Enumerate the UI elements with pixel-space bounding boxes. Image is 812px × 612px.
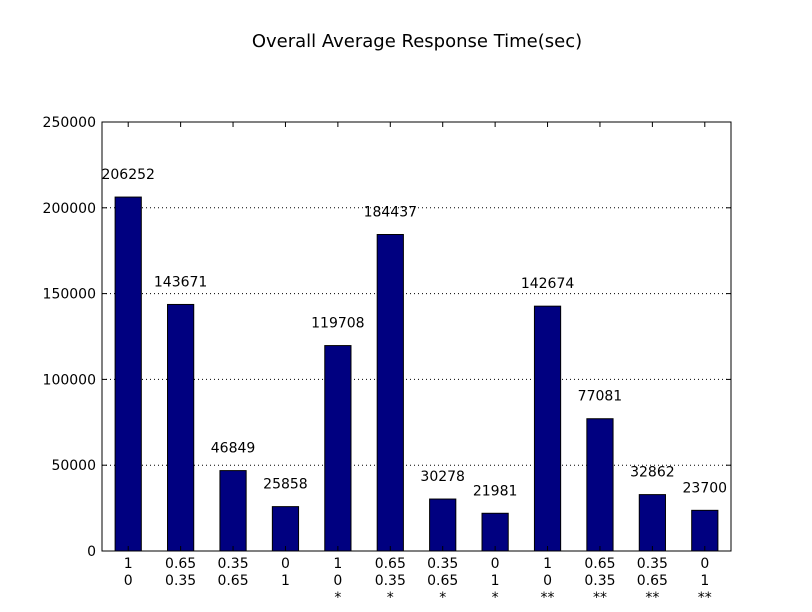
y-tick-label: 0 [87, 544, 96, 560]
plot-frame [101, 121, 732, 552]
x-tick-label: * [492, 590, 499, 606]
x-tick-label: 0.35 [165, 573, 196, 589]
bar [114, 196, 142, 552]
y-tick-label: 250000 [43, 115, 96, 131]
x-tick-label: 0.65 [584, 556, 615, 572]
bar [324, 345, 352, 552]
x-tick-label: 0.65 [427, 573, 458, 589]
x-tick-label: ** [593, 590, 607, 606]
data-label: 23700 [683, 480, 728, 496]
x-tick-label: 0 [700, 556, 709, 572]
x-tick-label: 0 [124, 573, 133, 589]
x-tick-label: 0 [281, 556, 290, 572]
chart-title: Overall Average Response Time(sec) [252, 31, 582, 52]
x-tick-label: ** [541, 590, 555, 606]
x-tick-labels: 100.650.350.350.650110*0.650.35*0.350.65… [124, 556, 712, 606]
grid-lines [102, 207, 731, 466]
data-label: 32862 [630, 465, 675, 481]
data-label: 184437 [364, 205, 417, 221]
bar [586, 418, 614, 552]
x-tick-label: 0 [491, 556, 500, 572]
axis-ticks [102, 121, 731, 552]
x-tick-label: * [334, 590, 341, 606]
x-tick-label: 0.35 [637, 556, 668, 572]
x-tick-label: 0.65 [217, 573, 248, 589]
bar [271, 506, 300, 552]
x-tick-label: 1 [333, 556, 342, 572]
x-tick-label: * [439, 590, 446, 606]
data-label: 119708 [311, 316, 364, 332]
x-tick-label: 0.35 [427, 556, 458, 572]
y-tick-label: 50000 [51, 458, 96, 474]
y-tick-label: 100000 [43, 372, 96, 388]
data-labels: 206252 143671 46849 25858 119708 184437 30278 2… [101, 167, 727, 499]
data-label: 206252 [101, 167, 154, 183]
x-tick-label: ** [698, 590, 712, 606]
data-label: 25858 [263, 477, 308, 493]
bar [429, 498, 457, 552]
bar [638, 494, 666, 552]
x-tick-label: 0.65 [375, 556, 406, 572]
x-tick-label: 0 [333, 573, 342, 589]
x-tick-label: * [387, 590, 394, 606]
bar [533, 305, 562, 552]
data-label: 46849 [211, 441, 256, 457]
x-tick-label: 0.35 [217, 556, 248, 572]
bar [376, 234, 404, 552]
data-label: 21981 [473, 483, 518, 499]
x-tick-label: 1 [700, 573, 709, 589]
x-tick-label: 0.35 [584, 573, 615, 589]
bar [481, 512, 509, 552]
x-tick-label: 1 [124, 556, 133, 572]
data-label: 143671 [154, 274, 207, 290]
data-label: 77081 [578, 389, 623, 405]
y-tick-labels: 0 50000 100000 150000 200000 250000 [43, 115, 96, 560]
bar [219, 470, 247, 552]
x-tick-label: 1 [491, 573, 500, 589]
y-tick-label: 150000 [43, 287, 96, 303]
x-tick-label: 0.35 [375, 573, 406, 589]
data-label: 142674 [521, 276, 575, 292]
y-tick-label: 200000 [43, 201, 96, 217]
x-tick-label: 1 [543, 556, 552, 572]
bars [114, 196, 719, 552]
x-tick-label: ** [645, 590, 659, 606]
bar [167, 303, 195, 552]
x-tick-label: 0.65 [165, 556, 196, 572]
bar [691, 509, 719, 552]
x-tick-label: 1 [281, 573, 290, 589]
x-tick-label: 0.65 [637, 573, 668, 589]
x-tick-label: 0 [543, 573, 552, 589]
data-label: 30278 [420, 469, 465, 485]
